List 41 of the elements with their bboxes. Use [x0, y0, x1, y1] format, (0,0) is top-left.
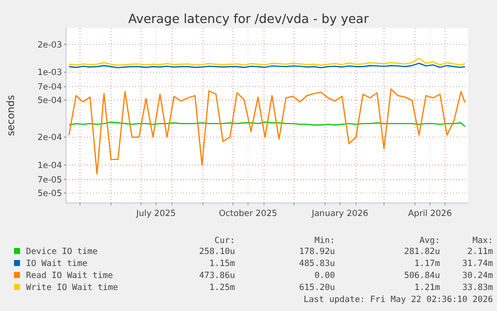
- text: 1.25m: [209, 283, 235, 293]
- text: Avg:: [420, 236, 440, 246]
- y-tick-label: 5e-05: [37, 188, 62, 199]
- text: 485.83u: [299, 259, 335, 269]
- legend-label: Device IO time: [26, 247, 98, 257]
- x-tick-label: October 2025: [218, 209, 278, 219]
- text: Cur:: [214, 236, 235, 246]
- y-axis-title: seconds: [6, 95, 17, 136]
- text: 33.83m: [462, 283, 493, 293]
- y-tick-label: 7e-05: [37, 175, 62, 186]
- text: 473.86u: [199, 271, 235, 281]
- y-tick-label: 2e-03: [37, 40, 62, 50]
- y-tick-label: 1e-04: [37, 161, 62, 172]
- y-tick-label: 5e-04: [37, 96, 62, 106]
- y-tick-label: 7e-04: [37, 82, 62, 93]
- text: 0.00: [314, 271, 335, 281]
- line-series: [68, 88, 466, 175]
- text: 1.15m: [209, 259, 235, 269]
- chart-title: Average latency for /dev/vda - by year: [128, 11, 370, 26]
- x-tick-label: July 2025: [135, 209, 176, 219]
- text: 31.74m: [462, 259, 493, 269]
- text: Max:: [472, 236, 493, 246]
- text: 1.21m: [414, 283, 440, 293]
- y-tick-label: 2e-04: [37, 133, 62, 144]
- x-tick-label: January 2026: [310, 209, 368, 219]
- legend-label: Write IO Wait time: [26, 283, 118, 293]
- text: 281.82u: [404, 247, 440, 257]
- y-tick-label: 1e-03: [37, 68, 62, 78]
- line-series: [68, 58, 466, 66]
- legend-label: IO Wait time: [26, 259, 88, 269]
- text: 178.92u: [299, 247, 335, 257]
- text: 2.11m: [467, 247, 493, 257]
- legend-label: Read IO Wait time: [26, 271, 113, 281]
- text: Min:: [314, 236, 335, 246]
- text: 506.84u: [404, 271, 440, 281]
- text: 615.20u: [299, 283, 335, 293]
- text: 258.10u: [199, 247, 235, 257]
- text: 1.17m: [414, 259, 440, 269]
- text: 30.24m: [462, 271, 493, 281]
- text: Last update: Fri May 22 02:36:10 2026: [304, 295, 493, 305]
- x-tick-label: April 2026: [408, 209, 452, 219]
